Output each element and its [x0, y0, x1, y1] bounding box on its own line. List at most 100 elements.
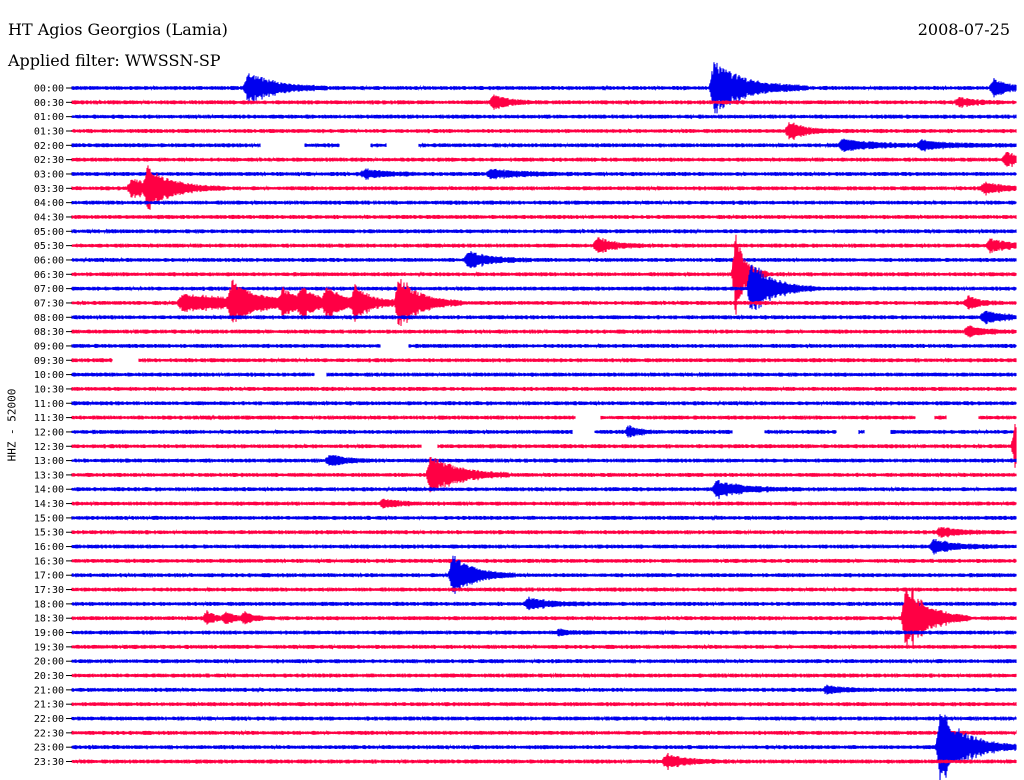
- row-label: 23:00: [34, 743, 64, 754]
- trace-row-0300: [71, 168, 1017, 180]
- trace-row-1200: [71, 425, 1017, 438]
- row-label: 03:00: [34, 169, 64, 180]
- trace-row-0130: [71, 122, 1017, 140]
- trace-row-0500: [71, 228, 1017, 235]
- trace-layer: [71, 62, 1017, 780]
- row-label: 04:30: [34, 212, 64, 223]
- trace-row-1630: [71, 557, 1017, 564]
- row-label: 22:00: [34, 714, 64, 725]
- row-label: 21:30: [34, 700, 64, 711]
- row-label: 06:00: [34, 255, 64, 266]
- row-label: 18:00: [34, 599, 64, 610]
- row-label: 14:00: [34, 485, 64, 496]
- station-title: HT Agios Georgios (Lamia): [8, 20, 228, 39]
- row-label: 15:00: [34, 513, 64, 524]
- trace-row-2030: [71, 672, 1017, 679]
- row-label: 05:00: [34, 227, 64, 238]
- row-label: 23:30: [34, 757, 64, 768]
- trace-row-0430: [71, 213, 1017, 221]
- row-label: 10:30: [34, 384, 64, 395]
- row-label: 21:00: [34, 685, 64, 696]
- row-label: 04:00: [34, 198, 64, 209]
- trace-row-0100: [71, 113, 1017, 120]
- row-label: 15:30: [34, 528, 64, 539]
- row-label: 01:00: [34, 112, 64, 123]
- trace-row-0900: [71, 342, 1017, 349]
- row-label: 05:30: [34, 241, 64, 252]
- row-label: 17:30: [34, 585, 64, 596]
- row-label: 02:30: [34, 155, 64, 166]
- row-label: 12:30: [34, 442, 64, 453]
- filter-label: Applied filter: WWSSN-SP: [8, 51, 221, 70]
- trace-row-2100: [71, 684, 1017, 695]
- row-label: 00:30: [34, 98, 64, 109]
- trace-row-1700: [71, 555, 1017, 594]
- trace-row-2200: [71, 715, 1017, 722]
- trace-row-1500: [71, 514, 1017, 521]
- trace-row-0000: [71, 62, 1017, 114]
- row-label: 07:30: [34, 298, 64, 309]
- row-label: 16:30: [34, 556, 64, 567]
- trace-row-0600: [71, 251, 1017, 269]
- trace-row-1130: [71, 414, 1017, 421]
- row-label: 20:00: [34, 657, 64, 668]
- row-label-layer: 00:00 00:30 01:00 01:30 02:00 02:30 03:00 03:30…: [34, 84, 72, 768]
- row-label: 08:30: [34, 327, 64, 338]
- row-label: 11:00: [34, 399, 64, 410]
- row-label: 13:00: [34, 456, 64, 467]
- trace-row-1100: [71, 400, 1017, 407]
- trace-row-1300: [71, 454, 1017, 466]
- trace-row-0400: [71, 199, 1017, 206]
- row-label: 22:30: [34, 728, 64, 739]
- trace-row-0530: [71, 237, 1017, 254]
- row-label: 01:30: [34, 126, 64, 137]
- trace-row-2000: [71, 657, 1017, 665]
- row-label: 11:30: [34, 413, 64, 424]
- row-label: 09:00: [34, 341, 64, 352]
- trace-row-2330: [71, 752, 1017, 771]
- row-label: 10:00: [34, 370, 64, 381]
- trace-row-2230: [71, 729, 1017, 736]
- trace-row-2300: [71, 714, 1017, 780]
- trace-row-1030: [71, 385, 1017, 392]
- trace-row-1930: [71, 643, 1017, 650]
- row-label: 17:00: [34, 571, 64, 582]
- trace-row-0200: [71, 138, 1017, 152]
- trace-row-1900: [71, 628, 1017, 637]
- trace-row-1000: [71, 371, 1017, 378]
- row-label: 18:30: [34, 614, 64, 625]
- trace-row-1400: [71, 480, 1017, 500]
- trace-row-1430: [71, 498, 1017, 509]
- date-label: 2008-07-25: [917, 20, 1010, 39]
- trace-row-1600: [71, 538, 1017, 555]
- row-label: 09:30: [34, 356, 64, 367]
- trace-row-0030: [71, 94, 1017, 110]
- row-label: 06:30: [34, 270, 64, 281]
- row-label: 16:00: [34, 542, 64, 553]
- trace-row-1830: [71, 589, 1017, 649]
- row-label: 00:00: [34, 84, 64, 95]
- row-label: 19:00: [34, 628, 64, 639]
- row-label: 19:30: [34, 642, 64, 653]
- trace-row-0330: [71, 165, 1017, 210]
- trace-row-1730: [71, 586, 1017, 593]
- trace-row-1530: [71, 527, 1017, 538]
- row-label: 12:00: [34, 427, 64, 438]
- row-label: 08:00: [34, 313, 64, 324]
- trace-row-0800: [71, 310, 1017, 325]
- trace-row-0930: [71, 357, 1017, 364]
- row-label: 07:00: [34, 284, 64, 295]
- trace-row-1230: [71, 423, 1017, 468]
- channel-label: HHZ - 52000: [5, 388, 19, 462]
- trace-row-0630: [71, 234, 1017, 315]
- row-label: 03:30: [34, 184, 64, 195]
- row-label: 20:30: [34, 671, 64, 682]
- row-label: 13:30: [34, 470, 64, 481]
- row-label: 02:00: [34, 141, 64, 152]
- trace-row-1330: [71, 456, 1017, 493]
- trace-row-0830: [71, 325, 1017, 338]
- trace-row-0700: [71, 264, 1017, 311]
- trace-row-0230: [71, 151, 1017, 167]
- trace-row-2130: [71, 701, 1017, 708]
